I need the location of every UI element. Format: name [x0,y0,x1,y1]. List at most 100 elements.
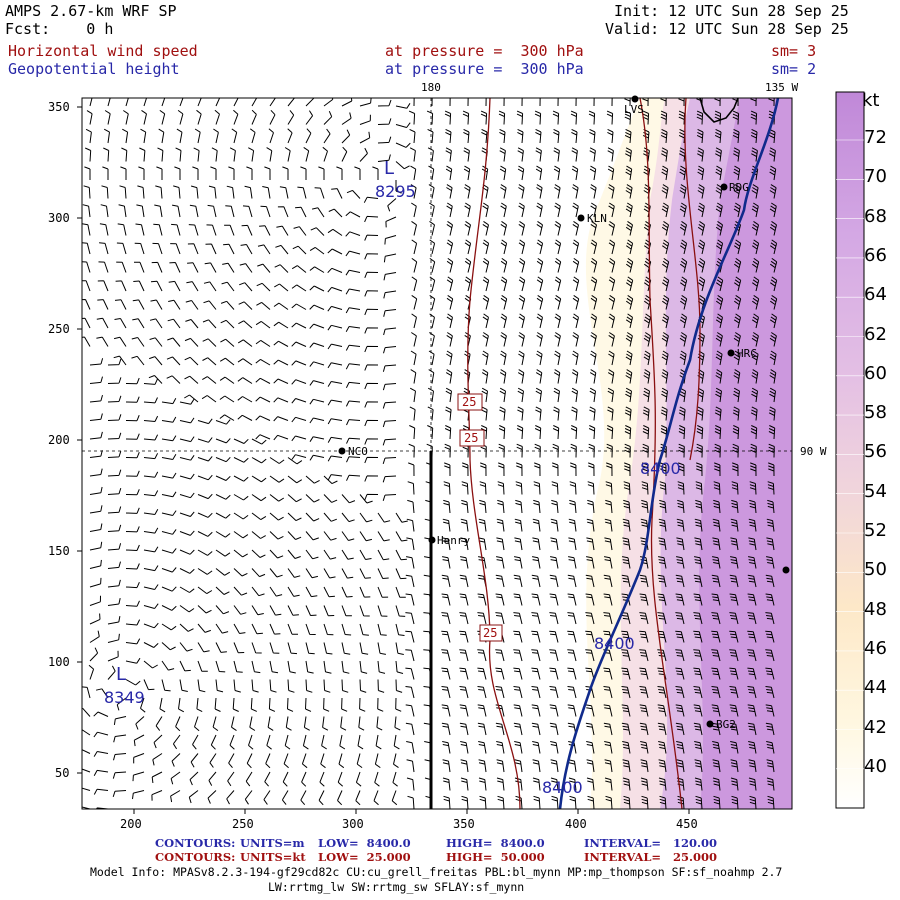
wind-barb [161,623,177,631]
wind-barb [716,276,724,292]
wind-barb [477,612,487,625]
wind-barb [309,323,325,329]
wind-barb [695,499,703,514]
wind-barb [765,722,775,736]
wind-barb [625,332,633,347]
wind-barb [107,597,121,606]
wind-barb [205,243,217,255]
wind-barb [639,722,649,736]
wind-barb [197,531,213,537]
wind-barb [377,549,390,561]
wind-speed-shading [585,98,792,809]
wind-barb [410,165,417,181]
wind-barb [193,147,200,162]
wind-barb [610,98,613,107]
wind-barb [89,559,102,569]
wind-barb [588,443,595,458]
wind-barb [713,795,721,809]
wind-barb [323,128,331,144]
wind-barb [237,414,253,421]
wind-barb [571,128,578,144]
wind-barb [676,741,685,754]
wind-barb [606,462,613,477]
wind-barb [590,184,597,199]
wind-barb [197,679,206,693]
wind-barb [197,623,211,633]
wind-barb [517,387,524,403]
wind-barb [675,686,685,699]
wind-barb [215,512,231,519]
wind-barb [517,406,524,421]
wind-barb [391,790,398,806]
wind-barb [733,147,740,162]
wind-barb [224,224,235,236]
wind-barb [393,734,400,750]
wind-barb [441,704,451,717]
wind-barb [377,118,392,125]
wind-barb [242,205,253,218]
wind-barb [441,649,451,662]
wind-barb [730,777,739,791]
wind-barb [250,128,256,144]
wind-barb [589,387,596,403]
wind-barb [572,294,580,310]
wind-barb [383,290,397,299]
wind-barb [622,777,631,791]
wind-barb [459,649,469,662]
wind-barb [482,239,490,255]
wind-barb [269,586,283,597]
contours-info-speed-units: UNITS=kt [240,850,306,864]
wind-barb [341,512,355,523]
wind-barb [478,556,487,569]
wind-barb [556,98,559,107]
wind-barb [589,369,597,384]
wind-barb [377,512,391,523]
wind-barb [359,568,371,579]
wind-barb [395,642,404,655]
wind-barb [604,518,613,532]
wind-barb [125,507,140,514]
wind-barb [409,425,416,440]
wind-barb [260,205,271,218]
wind-barb [166,375,181,384]
wind-barb [567,649,577,662]
wind-barb [446,257,454,273]
wind-barb [729,574,739,588]
wind-barb [429,220,435,236]
wind-barb [730,759,739,773]
wind-barb [459,686,469,699]
wind-barb [554,202,561,218]
wind-barb [568,518,577,532]
wind-barb [395,142,411,148]
wind-barb [179,568,195,574]
wind-barb [460,556,469,569]
wind-barb [359,679,367,693]
wind-barb [135,716,145,730]
wind-barb [203,281,217,292]
wind-barb [554,239,562,255]
wind-barb [586,537,595,551]
wind-barb [531,574,541,588]
wind-barb [536,239,544,255]
wind-barb [534,443,541,458]
wind-barb [228,753,235,769]
wind-barb [364,308,379,316]
wind-barb [89,468,103,477]
wind-barb [567,686,577,699]
wind-barb [359,114,371,125]
wind-barb [251,549,266,558]
wind-barb [676,537,685,551]
wind-barb [209,753,217,768]
wind-barb [173,185,181,199]
wind-barb [337,790,343,806]
wind-barb [341,531,355,541]
wind-barb [374,753,381,769]
wind-barb [536,276,544,292]
wind-barb [233,109,239,125]
wind-barb [83,185,91,199]
wind-barb [554,294,562,310]
wind-barb [395,531,408,542]
wind-barb [255,377,271,384]
station-markers [338,95,790,728]
wind-barb [395,549,407,561]
